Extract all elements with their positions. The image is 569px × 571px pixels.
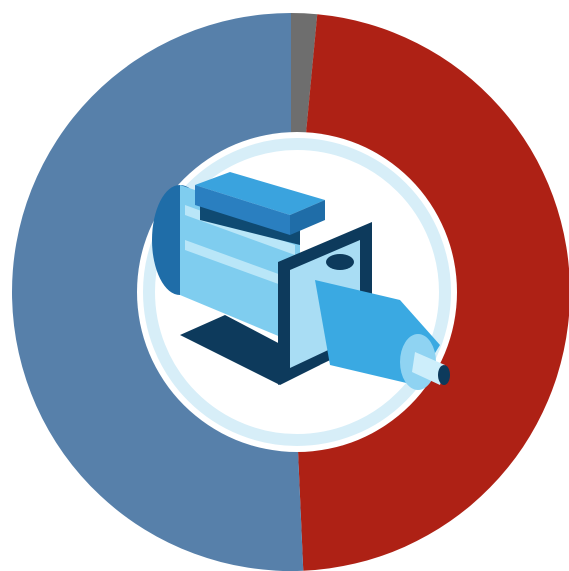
- terminal-box-front: [290, 200, 325, 235]
- hole-ring: [143, 138, 451, 446]
- pump-illustration: [152, 172, 450, 390]
- inlet: [326, 254, 354, 270]
- outlet-pipe: [412, 352, 445, 385]
- terminal-box-side: [195, 185, 290, 235]
- outlet-hole: [438, 365, 450, 385]
- motor-fin: [185, 240, 295, 290]
- terminal-box-top: [195, 172, 325, 215]
- donut-slice: [291, 13, 318, 143]
